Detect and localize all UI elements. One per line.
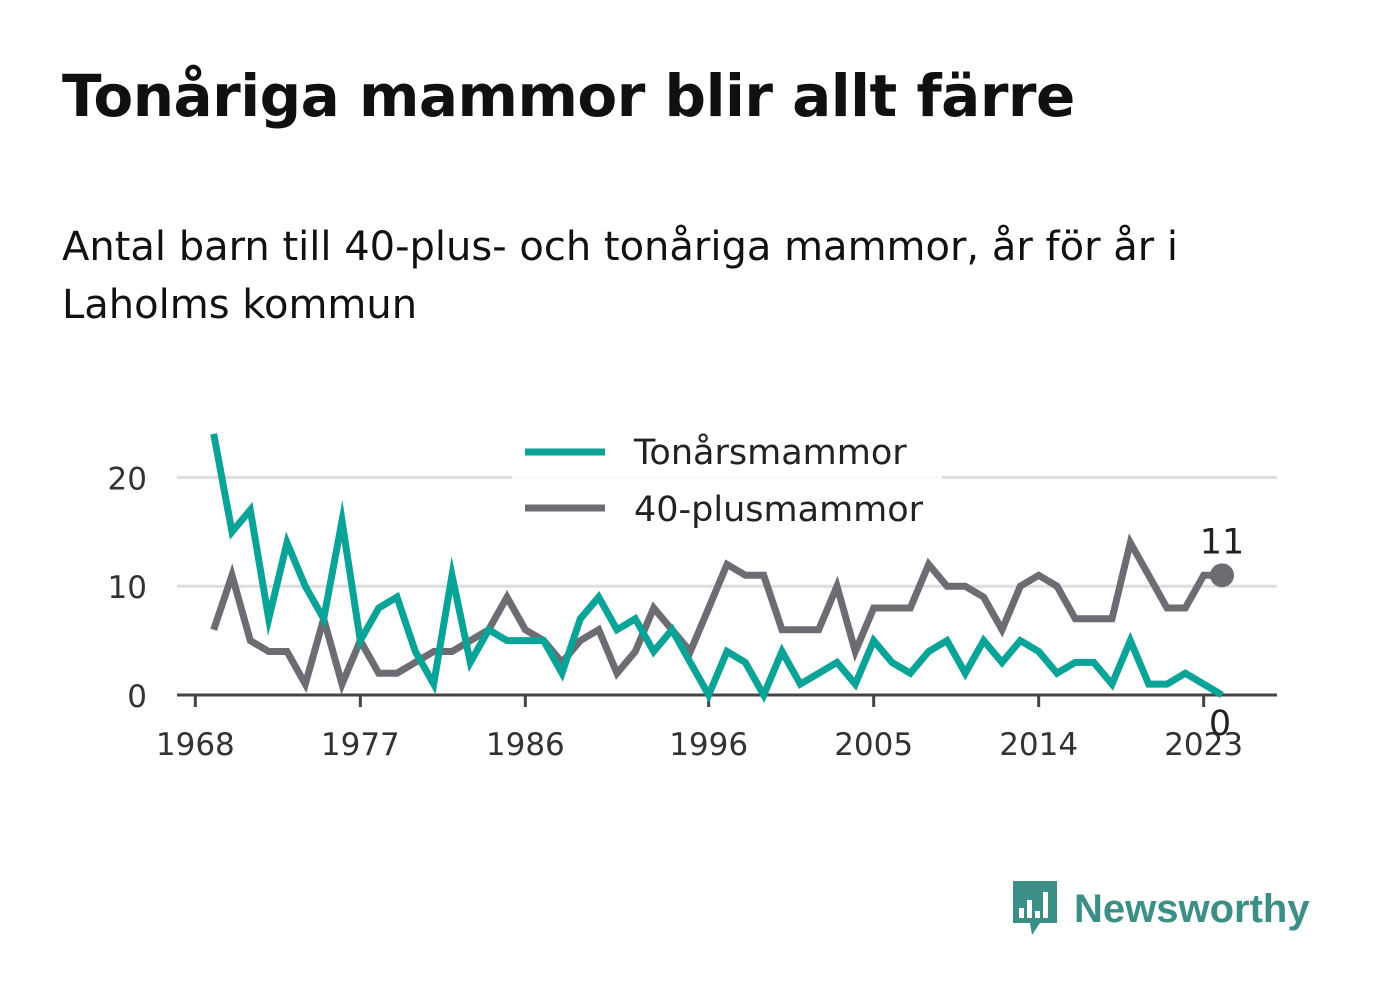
end-labels: 11 0 — [1200, 522, 1245, 744]
chart-subtitle: Antal barn till 40-plus- och tonåriga ma… — [62, 224, 1179, 328]
x-tick-label: 2005 — [834, 727, 913, 763]
end-label-40-plusmammor: 11 — [1200, 522, 1245, 562]
chart-title: Tonåriga mammor blir allt färre — [62, 62, 1075, 130]
end-point-40-plusmammor — [1210, 563, 1234, 588]
y-tick-label: 0 — [127, 679, 147, 715]
legend-background — [512, 428, 942, 538]
legend: Tonårsmammor 40-plusmammor — [512, 428, 942, 538]
x-tick-label: 1996 — [669, 727, 748, 763]
x-tick-label: 1986 — [486, 727, 565, 763]
x-tick-label: 2014 — [999, 727, 1078, 763]
series-line-40-plusmammor — [210, 533, 1222, 695]
series-lines — [210, 433, 1224, 703]
y-tick-label: 10 — [108, 570, 147, 606]
newsworthy-logo-icon — [1013, 881, 1057, 935]
legend-label-40-plusmammor: 40-plusmammor — [634, 490, 924, 530]
axes: 0 10 20 1968 1977 1986 1996 2005 2014 2023 — [108, 461, 1277, 763]
legend-label-tonarsmammor: Tonårsmammor — [633, 432, 907, 473]
brand-logo: Newsworthy — [1010, 878, 1310, 940]
y-tick-label: 20 — [108, 461, 147, 497]
end-label-tonarsmammor: 0 — [1209, 704, 1231, 744]
series-line-tonarsmammor — [210, 433, 1224, 703]
x-tick-label: 1977 — [321, 727, 400, 763]
brand-name: Newsworthy — [1074, 886, 1310, 931]
x-tick-label: 2023 — [1164, 727, 1243, 763]
x-tick-label: 1968 — [156, 727, 235, 763]
